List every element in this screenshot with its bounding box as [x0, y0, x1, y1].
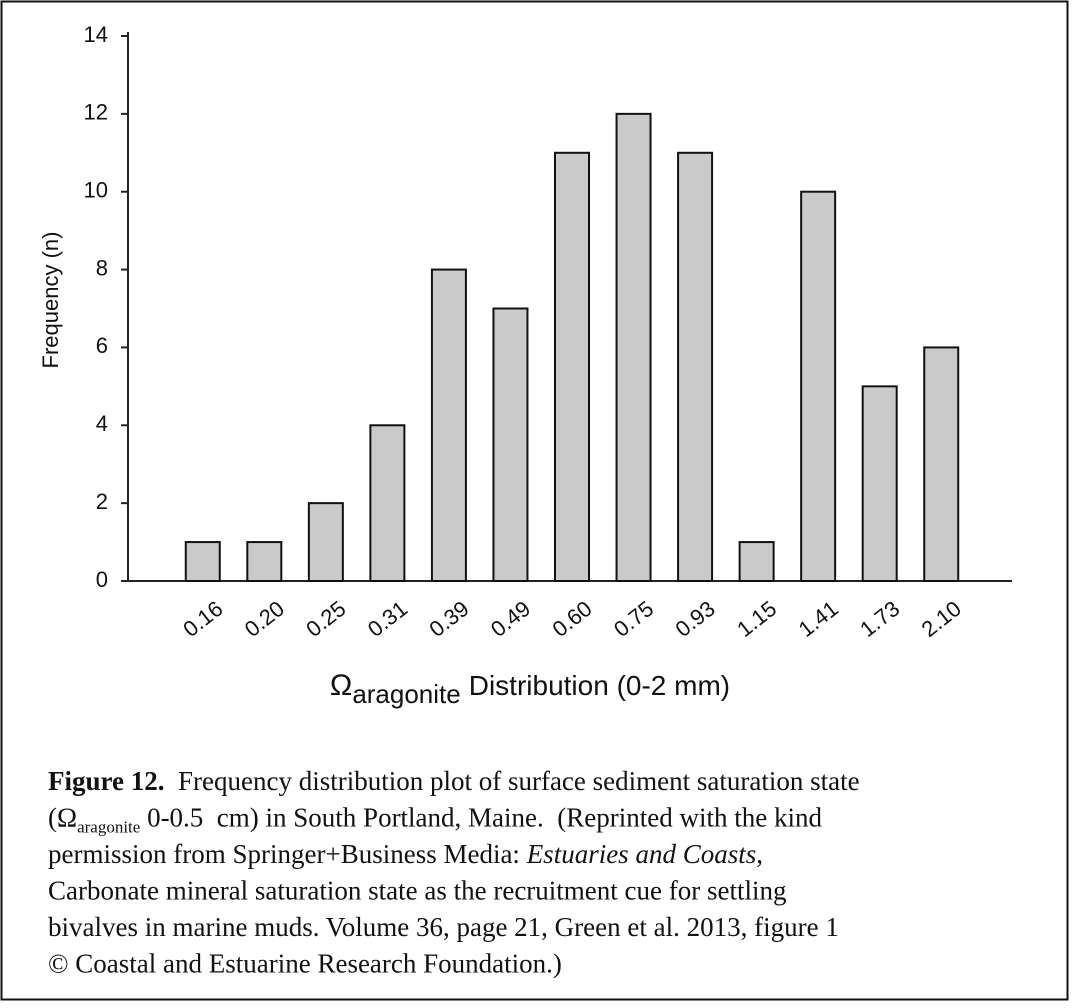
bar: [677, 151, 714, 583]
caption-line: bivalves in marine muds. Volume 36, page…: [48, 912, 839, 942]
y-tick-label: 2: [96, 489, 108, 514]
bar: [492, 307, 529, 582]
y-tick-label: 12: [84, 100, 108, 125]
caption-text: ,: [756, 839, 763, 869]
x-tick-label: 0.16: [178, 596, 227, 642]
caption-text: © Coastal and Estuarine Research Foundat…: [48, 949, 562, 979]
caption-line: Carbonate mineral saturation state as th…: [48, 876, 786, 906]
y-tick-label: 8: [96, 255, 108, 280]
caption-text: Frequency distribution plot of surface s…: [165, 766, 860, 796]
caption-line: permission from Springer+Business Media:…: [48, 839, 763, 869]
caption-text: aragonite: [77, 818, 140, 837]
x-tick-label: 0.60: [548, 596, 597, 642]
caption-line: © Coastal and Estuarine Research Foundat…: [48, 949, 562, 979]
x-tick-label: 0.39: [424, 596, 473, 642]
y-tick-label: 6: [96, 333, 108, 358]
symbol: Ω: [330, 669, 352, 702]
x-tick-label: 1.73: [855, 596, 904, 642]
caption-text: Carbonate mineral saturation state as th…: [48, 876, 786, 906]
caption-text: Figure 12.: [48, 766, 165, 796]
x-title-text: Distribution (0-2 mm): [469, 670, 730, 701]
caption-line: Figure 12. Frequency distribution plot o…: [48, 766, 860, 796]
y-tick-label: 4: [96, 411, 108, 436]
x-tick-label: 1.41: [794, 596, 843, 642]
bar: [800, 190, 837, 582]
caption-text: permission from Springer+Business Media:: [48, 839, 527, 869]
bar: [615, 112, 652, 582]
bar: [184, 541, 221, 582]
x-tick-label: 0.49: [486, 596, 535, 642]
x-tick-label: 0.20: [240, 596, 289, 642]
bar: [369, 424, 406, 582]
x-tick-label: 2.10: [917, 596, 966, 642]
x-tick-label: 0.25: [301, 596, 350, 642]
x-axis-title: Ωaragonite Distribution (0-2 mm): [330, 669, 730, 709]
y-axis-title: Frequency (n): [38, 232, 63, 369]
subscript: aragonite: [352, 679, 460, 709]
bar: [554, 151, 590, 583]
caption-text: Estuaries and Coasts: [526, 839, 757, 869]
caption-text: 0-0.5 cm) in South Portland, Maine. (Rep…: [140, 803, 822, 833]
y-tick-label: 0: [96, 567, 108, 592]
bar: [430, 268, 467, 582]
x-tick-label: 1.15: [732, 596, 781, 642]
bar: [307, 502, 344, 582]
y-tick-label: 10: [84, 178, 108, 203]
x-tick-label: 0.31: [363, 596, 412, 642]
bar: [923, 346, 960, 582]
x-tick-label: 0.75: [609, 596, 658, 642]
bar: [861, 385, 898, 582]
caption-line: (Ωaragonite 0-0.5 cm) in South Portland,…: [48, 803, 822, 837]
y-tick-label: 14: [84, 22, 108, 47]
caption-text: (Ω: [48, 803, 77, 833]
bar: [246, 541, 283, 582]
caption-text: bivalves in marine muds. Volume 36, page…: [48, 912, 839, 942]
x-tick-label: 0.93: [671, 596, 720, 642]
bar: [738, 541, 775, 582]
